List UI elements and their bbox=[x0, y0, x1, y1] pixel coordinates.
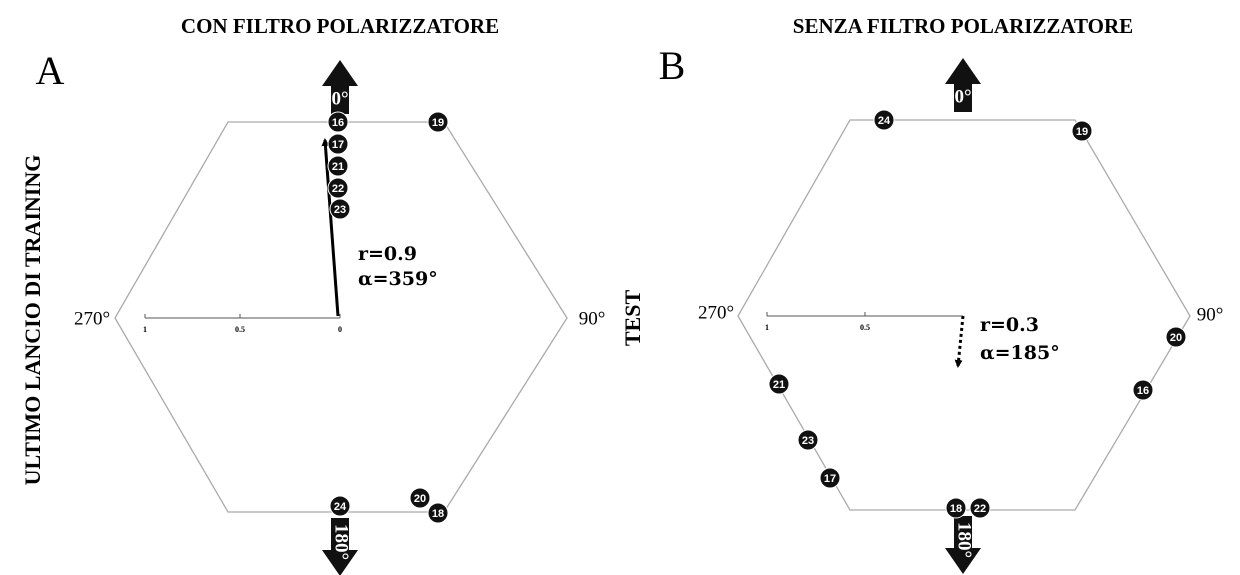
angle-label: 270° bbox=[698, 302, 734, 323]
marker-label: 23 bbox=[334, 204, 346, 216]
side-label: TEST bbox=[620, 290, 645, 347]
marker bbox=[819, 467, 841, 489]
stat-alpha: α=185° bbox=[980, 342, 1060, 364]
south-arrow bbox=[322, 518, 358, 575]
marker-label: 19 bbox=[1076, 126, 1088, 138]
marker bbox=[1071, 120, 1093, 142]
marker bbox=[327, 133, 349, 155]
marker bbox=[409, 487, 431, 509]
scale-label: 0 bbox=[338, 325, 342, 334]
stat-r: r=0.3 bbox=[980, 314, 1039, 336]
marker-label: 20 bbox=[414, 493, 426, 505]
north-arrow bbox=[322, 60, 358, 114]
marker bbox=[797, 429, 819, 451]
south-arrow bbox=[945, 516, 981, 574]
scale-label: 1 bbox=[765, 323, 769, 332]
marker-label: 16 bbox=[1137, 385, 1149, 397]
marker bbox=[427, 111, 449, 133]
marker-label: 24 bbox=[878, 115, 891, 127]
marker bbox=[327, 111, 349, 133]
panel-title: SENZA FILTRO POLARIZZATORE bbox=[793, 14, 1133, 38]
marker bbox=[329, 495, 351, 517]
marker-label: 16 bbox=[332, 117, 344, 129]
marker bbox=[969, 497, 991, 519]
marker bbox=[1165, 326, 1187, 348]
stat-alpha: α=359° bbox=[358, 268, 438, 290]
panel-letter: A bbox=[36, 48, 65, 93]
angle-label: 0° bbox=[954, 86, 971, 107]
marker bbox=[427, 502, 449, 524]
marker-label: 22 bbox=[332, 183, 344, 195]
marker bbox=[327, 177, 349, 199]
marker-label: 17 bbox=[824, 473, 836, 485]
marker-label: 22 bbox=[974, 503, 986, 515]
hexagon bbox=[737, 119, 1191, 511]
marker bbox=[873, 109, 895, 131]
north-arrow bbox=[945, 58, 981, 112]
stat-r: r=0.9 bbox=[358, 243, 417, 265]
angle-label: 90° bbox=[1197, 304, 1224, 325]
marker-label: 17 bbox=[332, 139, 344, 151]
marker bbox=[327, 155, 349, 177]
scale-label: 0.5 bbox=[235, 325, 245, 334]
marker-label: 19 bbox=[432, 117, 444, 129]
angle-label: 270° bbox=[74, 308, 110, 329]
marker-label: 24 bbox=[334, 501, 347, 513]
marker-label: 18 bbox=[950, 503, 962, 515]
marker-label: 23 bbox=[802, 435, 814, 447]
angle-label: 0° bbox=[331, 88, 348, 109]
angle-label: 90° bbox=[579, 308, 606, 329]
marker-label: 21 bbox=[332, 161, 344, 173]
angle-label: 180° bbox=[954, 522, 975, 558]
marker bbox=[945, 497, 967, 519]
scale-label: 0.5 bbox=[860, 323, 870, 332]
marker bbox=[1132, 379, 1154, 401]
side-label: ULTIMO LANCIO DI TRAINING bbox=[20, 155, 45, 486]
marker-label: 21 bbox=[773, 379, 785, 391]
marker bbox=[768, 373, 790, 395]
panel-title: CON FILTRO POLARIZZATORE bbox=[181, 14, 499, 38]
marker-label: 20 bbox=[1170, 332, 1182, 344]
scale-label: 1 bbox=[143, 325, 147, 334]
marker-label: 18 bbox=[432, 508, 444, 520]
panel-letter: B bbox=[659, 43, 686, 88]
mean-vector bbox=[954, 315, 965, 368]
mean-vector bbox=[321, 138, 340, 317]
angle-label: 180° bbox=[331, 524, 352, 560]
marker bbox=[329, 198, 351, 220]
